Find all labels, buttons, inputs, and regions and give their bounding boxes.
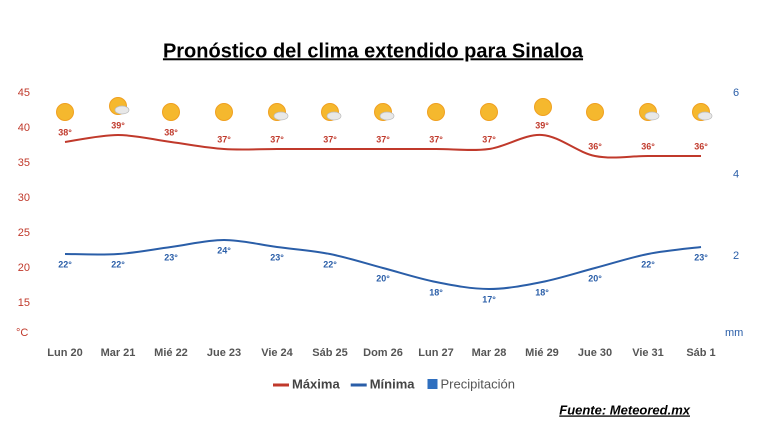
data-label: 18° [429,287,443,297]
legend-label: Precipitación [441,376,515,391]
x-tick-label: Sáb 25 [312,347,347,359]
data-label: 39° [111,120,125,130]
x-tick-label: Mar 28 [472,347,507,359]
data-label: 23° [694,252,708,262]
x-tick-label: Vie 31 [632,347,664,359]
data-label: 39° [535,120,549,130]
data-label: 37° [217,134,231,144]
data-label: 22° [641,259,655,269]
data-label: 38° [164,127,178,137]
x-tick-label: Lun 20 [47,347,82,359]
y2-tick-label: 6 [733,87,739,99]
weather-sun [162,103,180,121]
y-tick-label: 45 [18,87,30,99]
data-label: 23° [164,252,178,262]
weather-cloud [644,111,660,121]
x-tick-label: Mar 21 [101,347,136,359]
legend-label: Máxima [292,376,340,391]
y-unit: °C [16,327,28,339]
data-label: 18° [535,287,549,297]
y2-unit: mm [725,327,743,339]
weather-sun [586,103,604,121]
data-label: 37° [482,134,496,144]
x-tick-label: Jue 23 [207,347,241,359]
data-label: 38° [58,127,72,137]
weather-cloud [273,111,289,121]
data-label: 37° [323,134,337,144]
y2-tick-label: 4 [733,169,739,181]
chart-title: Pronóstico del clima extendido para Sina… [163,40,584,62]
x-tick-label: Dom 26 [363,347,403,359]
data-label: 23° [270,252,284,262]
data-label: 22° [58,259,72,269]
data-label: 36° [588,141,602,151]
y-tick-label: 35 [18,157,30,169]
x-tick-label: Lun 27 [418,347,453,359]
legend-label: Mínima [370,376,416,391]
weather-cloud [697,111,713,121]
legend-swatch [427,379,438,389]
weather-cloud [326,111,342,121]
data-label: 36° [641,141,655,151]
series-line [64,133,701,159]
data-label: 17° [482,294,496,304]
y-tick-label: 15 [18,297,30,309]
data-label: 37° [376,134,390,144]
data-label: 22° [111,259,125,269]
weather-cloud [114,105,130,115]
weather-sun [215,103,233,121]
y-tick-label: 25 [18,227,30,239]
weather-sun [427,103,445,121]
data-label: 24° [217,245,231,255]
source: Fuente: Meteored.mx [559,402,691,417]
y-tick-label: 30 [18,192,30,204]
x-tick-label: Sáb 1 [686,347,715,359]
y-tick-label: 20 [18,262,30,274]
x-tick-label: Mié 22 [154,347,188,359]
weather-sun [534,98,552,116]
data-label: 36° [694,141,708,151]
y-tick-label: 40 [18,122,30,134]
data-label: 20° [588,273,602,283]
weather-sun [56,103,74,121]
x-tick-label: Jue 30 [578,347,612,359]
data-label: 37° [270,134,284,144]
x-tick-label: Vie 24 [261,347,293,359]
data-label: 20° [376,273,390,283]
weather-cloud [379,111,395,121]
data-label: 22° [323,259,337,269]
y2-tick-label: 2 [733,250,739,262]
series-line [64,238,702,291]
x-tick-label: Mié 29 [525,347,559,359]
weather-sun [480,103,498,121]
data-label: 37° [429,134,443,144]
